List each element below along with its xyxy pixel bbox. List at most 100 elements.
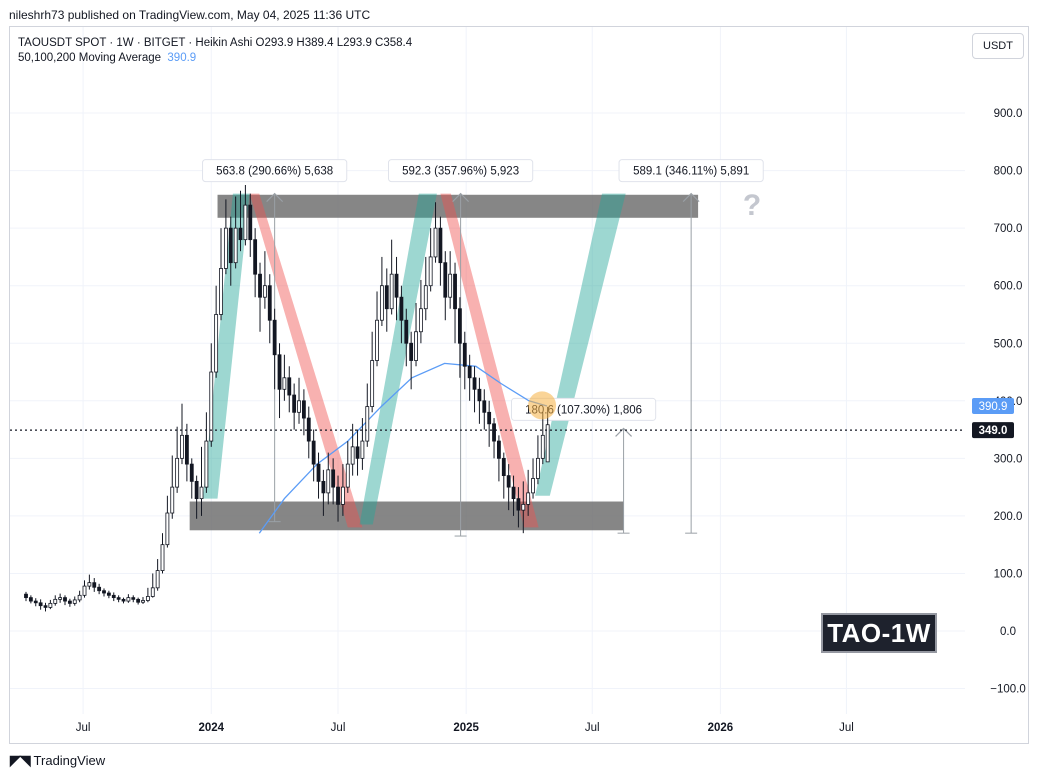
x-tick-label: 2024 [198,722,224,734]
candle-body [24,593,28,599]
ma-price-box [972,398,1014,415]
trend-band-up [359,193,437,525]
candle-body [131,597,136,600]
candle-body [292,394,297,413]
symbol-line: TAOUSDT SPOT · 1W · BITGET · Heikin Ashi… [18,37,413,49]
candle-body [272,319,277,356]
candle-body [253,239,258,275]
candle-body [311,440,316,465]
candle-body [175,457,180,488]
candle-body [340,486,345,505]
candle-body [262,285,267,298]
measure-label-box [202,159,348,183]
candle-body [165,512,170,546]
measure-label-box [388,159,534,183]
y-tick-label: 300.0 [994,453,1023,465]
candle-body [33,600,38,604]
x-tick-label: Jul [585,722,600,734]
candle-body [121,598,126,602]
zone-support [189,501,624,531]
candle-body [545,424,550,463]
candle-body [160,544,165,571]
candle-body [155,570,160,589]
candle-body [467,365,472,379]
measure-arrow [682,192,700,203]
measure-arrow [615,427,633,437]
last-price-box [972,422,1014,439]
measure-arrow [452,192,470,203]
ma-value: 390.9 [167,52,197,64]
y-tick-label: −100.0 [990,684,1026,696]
candle-body [38,602,43,607]
candle-body [92,582,97,588]
candle-body [370,360,375,407]
candle-body [43,605,48,608]
candle-body [228,227,233,264]
candle-body [409,342,414,361]
ma-line-legend: 50,100,200 Moving Average 390.9 [18,51,412,66]
y-tick-label: 200.0 [994,511,1023,523]
candle-body [536,457,540,479]
candle-body [501,457,506,477]
y-tick-label: 900.0 [994,108,1023,120]
tradingview-logo-icon: ◤◥ [10,752,31,768]
moving-average [258,362,548,534]
candle-body [233,227,238,264]
currency-button[interactable]: USDT [972,33,1024,59]
candle-body [72,599,77,604]
y-tick-label: 500.0 [994,338,1023,350]
candle-body [326,469,331,494]
candle-body [526,492,531,505]
candle-body [204,440,209,488]
last-price-label: 349.0 [979,425,1008,437]
candle-body [487,411,492,425]
zone-resistance [217,194,699,218]
candle-body [180,434,184,459]
trend-band-down [440,193,539,528]
candle-body [472,377,477,390]
candle-body [77,594,82,601]
candle-body [497,440,501,459]
candle-body [379,285,384,321]
candle-body [243,204,248,241]
candle-body [443,262,448,298]
tradingview-footer[interactable]: ◤◥ TradingView [10,752,105,769]
candle-body [531,478,535,494]
candle-body [58,597,63,600]
y-tick-label: 100.0 [994,568,1023,580]
candle-body [453,273,457,310]
candle-body [150,587,155,597]
candle-body [87,582,92,587]
measure-label: 592.3 (357.96%) 5,923 [402,166,519,178]
candle-body [141,600,145,603]
candle-body [301,400,306,419]
candle-body [389,273,394,310]
measure-label: 589.1 (346.11%) 5,891 [633,166,749,178]
tradingview-brand: TradingView [33,753,106,768]
ma-label: 50,100,200 Moving Average [18,52,162,64]
candle-body [106,592,111,596]
candle-body [399,296,404,321]
candle-body [170,486,175,514]
candle-body [189,463,194,482]
tao-1w-badge: TAO-1W [821,613,937,653]
chart-frame [9,26,1029,744]
candle-body [67,600,72,604]
candle-body [482,400,487,413]
candle-body [111,594,116,599]
candle-body [248,204,253,241]
candle-body [477,388,482,402]
y-tick-label: 600.0 [994,281,1023,293]
candle-body [321,480,326,494]
candle-body [28,597,33,602]
candle-body [297,400,301,413]
candle-body [375,319,379,361]
y-tick-label: 800.0 [994,166,1023,178]
candle-body [394,273,399,298]
candle-body [214,314,219,373]
overlay: ? [10,189,965,431]
candle-body [145,596,150,601]
candle-body [511,486,516,500]
candle-body [223,227,228,269]
